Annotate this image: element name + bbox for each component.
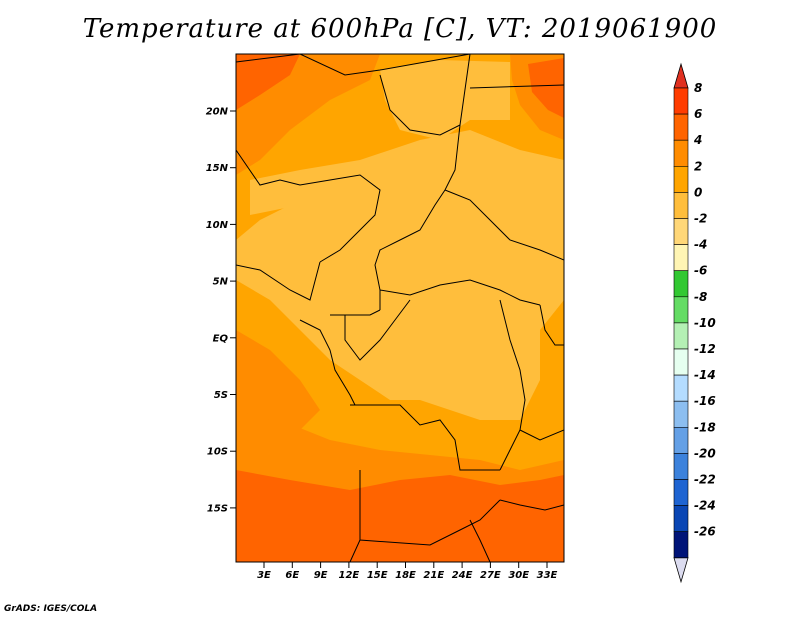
field-center-cool — [236, 170, 564, 420]
temperature-field — [236, 54, 564, 562]
colorbar-segment — [673, 218, 689, 245]
colorbar-top-arrow — [673, 62, 689, 89]
border-car-drc — [379, 279, 541, 306]
colorbar-segment — [673, 400, 689, 428]
map-title: Temperature at 600hPa [C], VT: 201906190… — [82, 14, 718, 44]
field-nw-hot — [236, 54, 300, 110]
longitude-axis: 3E 6E 9E 12E 15E 18E 21E 24E 27E 30E 33E — [257, 562, 558, 581]
lon-label: 21E — [423, 570, 444, 581]
colorbar-segment — [673, 479, 689, 506]
border-angola-south — [359, 470, 501, 546]
lat-label: 10N — [206, 220, 229, 231]
credit-text: GrADS: IGES/COLA — [4, 604, 98, 614]
field-sahara-cool — [380, 60, 510, 140]
lon-label: 12E — [339, 570, 360, 581]
colorbar-label: 6 — [694, 107, 702, 121]
border-congo — [344, 299, 411, 361]
border-west-africa — [236, 261, 321, 301]
lon-label: 24E — [452, 570, 473, 581]
colorbar-segment — [673, 296, 689, 324]
colorbar-label: 4 — [693, 133, 702, 147]
colorbar-segment — [673, 531, 689, 559]
border-niger-chad — [379, 54, 471, 136]
colorbar-segment — [673, 505, 689, 533]
colorbar-label: -4 — [694, 238, 707, 252]
colorbar-label: -14 — [694, 368, 716, 382]
lat-label: 20N — [206, 107, 229, 118]
colorbar-segment — [673, 322, 689, 350]
border-gabon — [330, 309, 381, 316]
colorbar-label: -18 — [694, 420, 716, 434]
border-uganda — [539, 304, 564, 346]
field-ne-hot — [528, 58, 564, 118]
border-sudan — [444, 189, 564, 261]
field-north-cool — [250, 130, 564, 215]
colorbar-label: 8 — [694, 81, 702, 95]
lon-label: 27E — [480, 570, 501, 581]
colorbar-segment — [673, 139, 689, 167]
lat-label: EQ — [213, 333, 229, 344]
lon-label: 18E — [395, 570, 416, 581]
colorbar-label: -12 — [694, 342, 716, 356]
border-sahel — [236, 149, 381, 263]
colorbar-label: -10 — [694, 316, 716, 330]
colorbar-label: -20 — [694, 446, 716, 460]
border-botswana — [469, 519, 491, 562]
lon-label: 15E — [367, 570, 388, 581]
border-chad-car — [374, 124, 461, 310]
colorbar-segment — [673, 166, 689, 193]
border-namibia — [349, 539, 361, 562]
coastline-west — [299, 319, 356, 406]
colorbar-segment — [673, 270, 689, 298]
lat-label: 15S — [207, 503, 228, 514]
colorbar-label: -24 — [694, 499, 716, 513]
lon-label: 3E — [257, 570, 271, 581]
latitude-axis: 20N 15N 10N 5N EQ 5S 10S 15S — [206, 107, 236, 514]
lon-label: 9E — [314, 570, 328, 581]
border-tanzania — [519, 429, 564, 441]
colorbar-segment — [673, 453, 689, 480]
map-frame — [235, 53, 565, 563]
colorbar-segment — [673, 426, 689, 454]
colorbar-segment — [673, 374, 689, 402]
colorbar-label: -26 — [694, 525, 716, 539]
field-south-hot — [236, 470, 564, 562]
border-east-lakes — [499, 299, 526, 471]
colorbar-label: -22 — [694, 473, 716, 487]
border-zambia — [499, 499, 564, 511]
lon-label: 30E — [508, 570, 529, 581]
lat-label: 5S — [214, 390, 228, 401]
colorbar-label: -2 — [694, 212, 707, 226]
colorbar-segment — [673, 192, 689, 219]
field-west-warm — [236, 330, 320, 430]
colorbar: 8 6 4 2 0 -2 -4 -6 -8 -10 -12 -14 -16 -18 -20 -22 -24 -26 — [673, 62, 716, 584]
colorbar-segment — [673, 348, 689, 376]
lat-label: 15N — [206, 163, 229, 174]
border-angola-drc — [350, 404, 500, 471]
colorbar-label: -6 — [694, 264, 707, 278]
lat-label: 5N — [213, 277, 229, 288]
colorbar-segment — [673, 113, 689, 141]
lon-label: 6E — [285, 570, 299, 581]
border-libya-sudan — [469, 84, 564, 89]
lat-label: 10S — [207, 447, 228, 458]
border-north — [236, 54, 471, 76]
lon-label: 33E — [537, 570, 558, 581]
colorbar-segment — [673, 87, 689, 115]
colorbar-label: 2 — [694, 159, 702, 173]
colorbar-bottom-arrow — [673, 557, 689, 584]
colorbar-segment — [673, 244, 689, 272]
country-borders — [236, 54, 564, 562]
colorbar-label: -16 — [694, 394, 716, 408]
colorbar-label: 0 — [694, 185, 702, 199]
colorbar-label: -8 — [694, 290, 707, 304]
